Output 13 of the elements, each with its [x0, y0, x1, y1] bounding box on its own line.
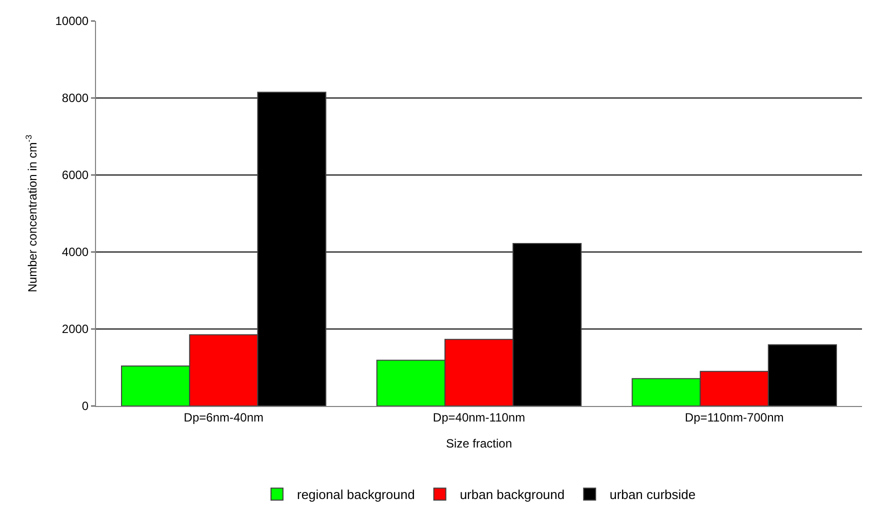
x-tick-label: Dp=110nm-700nm [684, 410, 784, 424]
legend-label: regional background [297, 487, 415, 502]
legend-label: urban background [460, 487, 565, 502]
x-tick-label: Dp=6nm-40nm [184, 410, 264, 424]
y-tick-label: 8000 [62, 91, 89, 106]
legend-label: urban curbside [610, 487, 696, 502]
y-tick-label: 6000 [62, 168, 89, 182]
y-tick-label: 10000 [55, 14, 89, 28]
x-axis-title: Size fraction [446, 436, 512, 450]
y-tick-label: 2000 [62, 322, 89, 336]
y-tick-label: 4000 [62, 245, 89, 260]
x-tick-label: Dp=40nm-110nm [432, 410, 526, 424]
y-tick-label: 0 [82, 399, 89, 414]
